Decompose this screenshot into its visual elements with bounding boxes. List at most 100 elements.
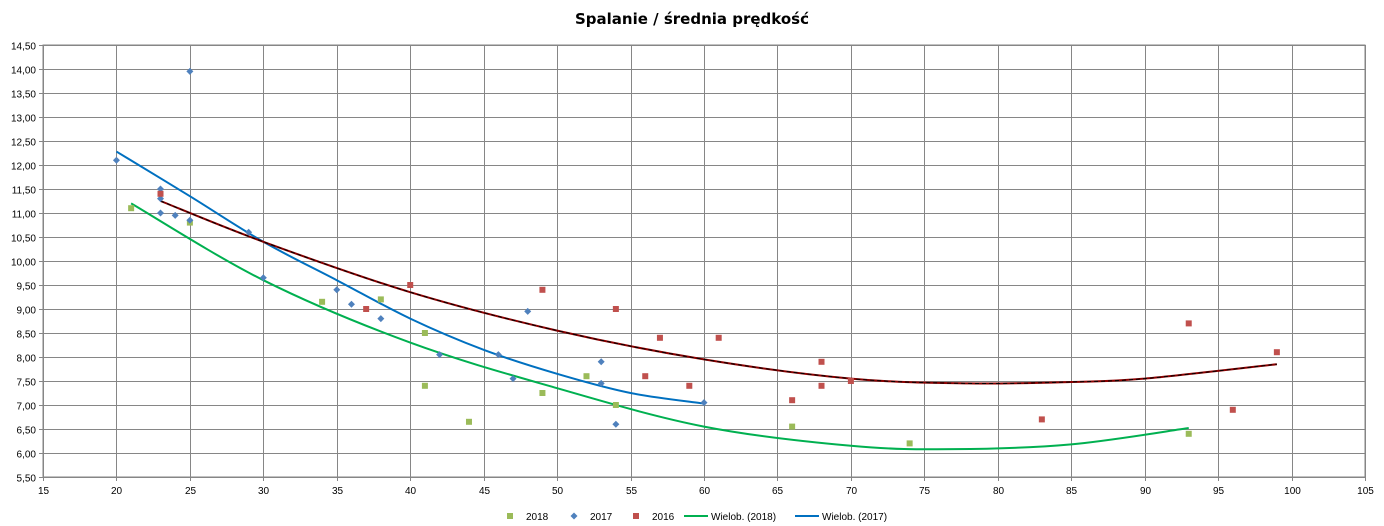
x-tick-label: 80: [993, 486, 1005, 497]
y-tick-label: 8,00: [17, 354, 37, 365]
y-tick-label: 12,00: [11, 162, 36, 173]
point-2017: [245, 228, 253, 236]
legend-label-4: Wielob. (2017): [822, 512, 887, 523]
y-tick-label: 9,00: [17, 306, 37, 317]
point-2017: [509, 375, 517, 383]
point-2016: [1038, 416, 1045, 423]
point-2017: [524, 307, 532, 315]
y-tick-label: 12,50: [11, 138, 36, 149]
legend: 2018 2017 2016 Wielob. (2018) Wielob. (2017): [507, 512, 887, 523]
point-2017: [186, 67, 194, 75]
x-tick-label: 65: [772, 486, 784, 497]
y-tick-label: 13,00: [11, 114, 36, 125]
point-2018: [906, 440, 913, 447]
point-2016: [818, 358, 825, 365]
x-tick-label: 90: [1140, 486, 1152, 497]
y-tick-label: 11,00: [12, 210, 37, 221]
x-tick-label: 105: [1357, 486, 1374, 497]
x-tick-label: 70: [846, 486, 858, 497]
point-2017: [347, 300, 355, 308]
point-2018: [128, 205, 135, 212]
trendlines: [115, 150, 1277, 451]
trendline-2018: [130, 202, 1189, 451]
point-2018: [583, 373, 590, 380]
point-2017: [171, 211, 179, 219]
legend-label-3: Wielob. (2018): [711, 512, 776, 523]
point-2018: [319, 298, 326, 305]
point-2016: [818, 382, 825, 389]
trendline-2017: [115, 150, 705, 405]
point-2017: [597, 379, 605, 387]
y-tick-label: 13,50: [11, 90, 36, 101]
point-2017: [333, 286, 341, 294]
legend-swatch-0: [507, 513, 513, 519]
x-tick-label: 30: [258, 486, 270, 497]
point-2017: [157, 195, 165, 203]
point-2016: [407, 282, 414, 288]
point-2018: [1185, 430, 1192, 437]
legend-swatch-2: [633, 513, 639, 519]
x-tick-label: 50: [552, 486, 564, 497]
point-2018: [789, 423, 796, 430]
point-2018: [421, 382, 428, 389]
y-axis: 5,50 6,00 6,50 7,00 7,50 8,00 8,50 9,00 9,50 10,0…: [11, 42, 43, 485]
point-2017: [259, 274, 267, 282]
x-tick-label: 85: [1066, 486, 1078, 497]
point-2016: [539, 286, 546, 293]
point-2016: [612, 306, 619, 312]
point-2017: [700, 399, 708, 407]
data-points: [112, 67, 1280, 447]
point-2016: [642, 373, 649, 380]
point-2017: [186, 216, 194, 224]
y-tick-label: 7,50: [17, 378, 37, 389]
point-2016: [686, 382, 693, 389]
point-2018: [612, 402, 619, 408]
point-2016: [847, 378, 854, 384]
trendline-2016-dash: [160, 200, 1277, 385]
point-2018: [539, 390, 546, 396]
x-tick-label: 55: [626, 486, 638, 497]
point-2016: [1273, 349, 1280, 356]
y-tick-label: 5,50: [17, 474, 37, 485]
chart-title: Spalanie / średnia prędkość: [575, 10, 809, 28]
point-2018: [465, 418, 472, 425]
point-2017: [157, 209, 165, 217]
point-2018: [421, 330, 428, 336]
point-2017: [597, 358, 605, 366]
y-tick-label: 10,00: [11, 258, 36, 269]
legend-label-1: 2017: [590, 512, 613, 523]
point-2016: [789, 397, 796, 404]
x-tick-label: 60: [699, 486, 711, 497]
y-tick-label: 7,00: [17, 402, 37, 413]
point-2016: [157, 190, 164, 197]
legend-swatch-1: [570, 512, 578, 520]
y-tick-label: 6,50: [17, 426, 37, 437]
x-tick-label: 20: [111, 486, 123, 497]
x-axis: 15 20 25 30 35 40 45 50 55 60 65 70 75 80 85 90 95 100 105: [38, 477, 1374, 497]
y-tick-label: 9,50: [17, 282, 37, 293]
x-tick-label: 95: [1213, 486, 1225, 497]
point-2016: [715, 334, 722, 341]
legend-label-0: 2018: [526, 512, 549, 523]
x-tick-label: 100: [1284, 486, 1301, 497]
point-2017: [612, 420, 620, 428]
point-2017: [157, 185, 165, 193]
point-2016: [656, 334, 663, 341]
y-tick-label: 14,00: [11, 66, 36, 77]
point-2016: [1185, 320, 1192, 327]
x-tick-label: 75: [919, 486, 931, 497]
grid: [43, 45, 1366, 478]
point-2016: [1229, 406, 1236, 413]
point-2017: [436, 351, 444, 359]
y-tick-label: 6,00: [17, 450, 37, 461]
point-2018: [377, 296, 384, 303]
point-2017: [112, 156, 120, 164]
legend-label-2: 2016: [652, 512, 675, 523]
point-2017: [494, 351, 502, 359]
x-tick-label: 45: [479, 486, 491, 497]
y-tick-label: 10,50: [11, 234, 36, 245]
x-tick-label: 35: [332, 486, 344, 497]
x-tick-label: 40: [405, 486, 417, 497]
y-tick-label: 11,50: [12, 186, 37, 197]
